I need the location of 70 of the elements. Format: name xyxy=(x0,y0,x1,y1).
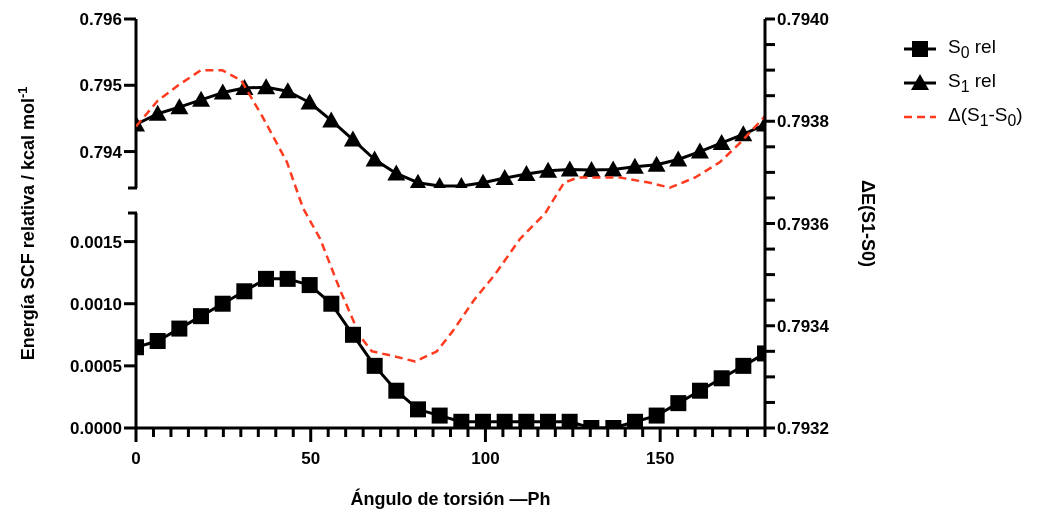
point xyxy=(735,357,752,374)
legend-label: Δ(S$_{1}$-S$_{0}$) xyxy=(948,104,1023,130)
point xyxy=(692,382,708,399)
y2-tick-label: 0.7940 xyxy=(777,10,829,30)
legend-label: S$_{0}$ rel xyxy=(948,36,996,62)
point xyxy=(301,277,318,294)
point xyxy=(496,413,513,428)
point xyxy=(625,157,644,174)
point xyxy=(627,413,644,428)
point xyxy=(560,160,579,177)
point xyxy=(278,82,297,99)
point xyxy=(170,98,189,115)
point xyxy=(257,78,276,95)
point xyxy=(582,161,601,178)
point xyxy=(343,130,362,147)
y-tick-label: 0.796 xyxy=(79,10,122,30)
y-tick-label: 0.0000 xyxy=(70,419,122,439)
point xyxy=(431,407,448,424)
y-tick-label: 0.0010 xyxy=(70,294,122,314)
point xyxy=(410,401,426,418)
point xyxy=(236,283,253,300)
legend-label: S$_{1}$ rel xyxy=(948,70,996,96)
point xyxy=(387,164,406,181)
point xyxy=(408,173,427,188)
point xyxy=(604,160,623,177)
point xyxy=(669,150,688,167)
y-tick-label: 0.0005 xyxy=(70,356,122,376)
point xyxy=(323,295,340,312)
point xyxy=(279,270,296,287)
point xyxy=(388,382,405,399)
point xyxy=(214,295,231,312)
y-tick-label: 0.795 xyxy=(79,76,122,96)
point xyxy=(300,93,319,110)
y2-axis-title: ΔE(S1-S0) xyxy=(858,180,878,267)
point xyxy=(148,104,167,121)
y2-tick-label: 0.7936 xyxy=(777,214,829,234)
point xyxy=(713,370,730,387)
point xyxy=(495,169,514,186)
point xyxy=(648,407,665,424)
y-tick-label: 0.794 xyxy=(79,142,123,162)
x-axis-title: Ángulo de torsión —Ph xyxy=(350,488,551,509)
point xyxy=(345,326,362,343)
point xyxy=(171,320,188,337)
point xyxy=(475,413,491,428)
y2-tick-label: 0.7938 xyxy=(777,112,829,132)
point xyxy=(193,308,209,325)
point xyxy=(518,413,535,428)
x-tick-label: 50 xyxy=(301,449,321,468)
point xyxy=(647,155,666,172)
point xyxy=(540,413,556,428)
point xyxy=(192,90,211,107)
y2-tick-label: 0.7932 xyxy=(777,419,829,439)
point xyxy=(712,133,731,150)
point xyxy=(517,165,536,182)
point xyxy=(257,270,274,287)
point xyxy=(365,150,384,167)
point xyxy=(670,395,687,412)
x-tick-label: 100 xyxy=(471,449,500,468)
x-tick-label: 0 xyxy=(131,449,141,468)
point xyxy=(539,161,558,178)
point xyxy=(322,111,341,128)
point xyxy=(690,142,709,159)
point xyxy=(213,83,232,100)
x-tick-label: 150 xyxy=(645,449,675,468)
point xyxy=(453,413,470,428)
y2-tick-label: 0.7934 xyxy=(777,316,830,336)
point xyxy=(149,333,166,350)
point xyxy=(366,357,383,374)
point xyxy=(561,413,578,428)
y-tick-label: 0.0015 xyxy=(70,232,122,252)
